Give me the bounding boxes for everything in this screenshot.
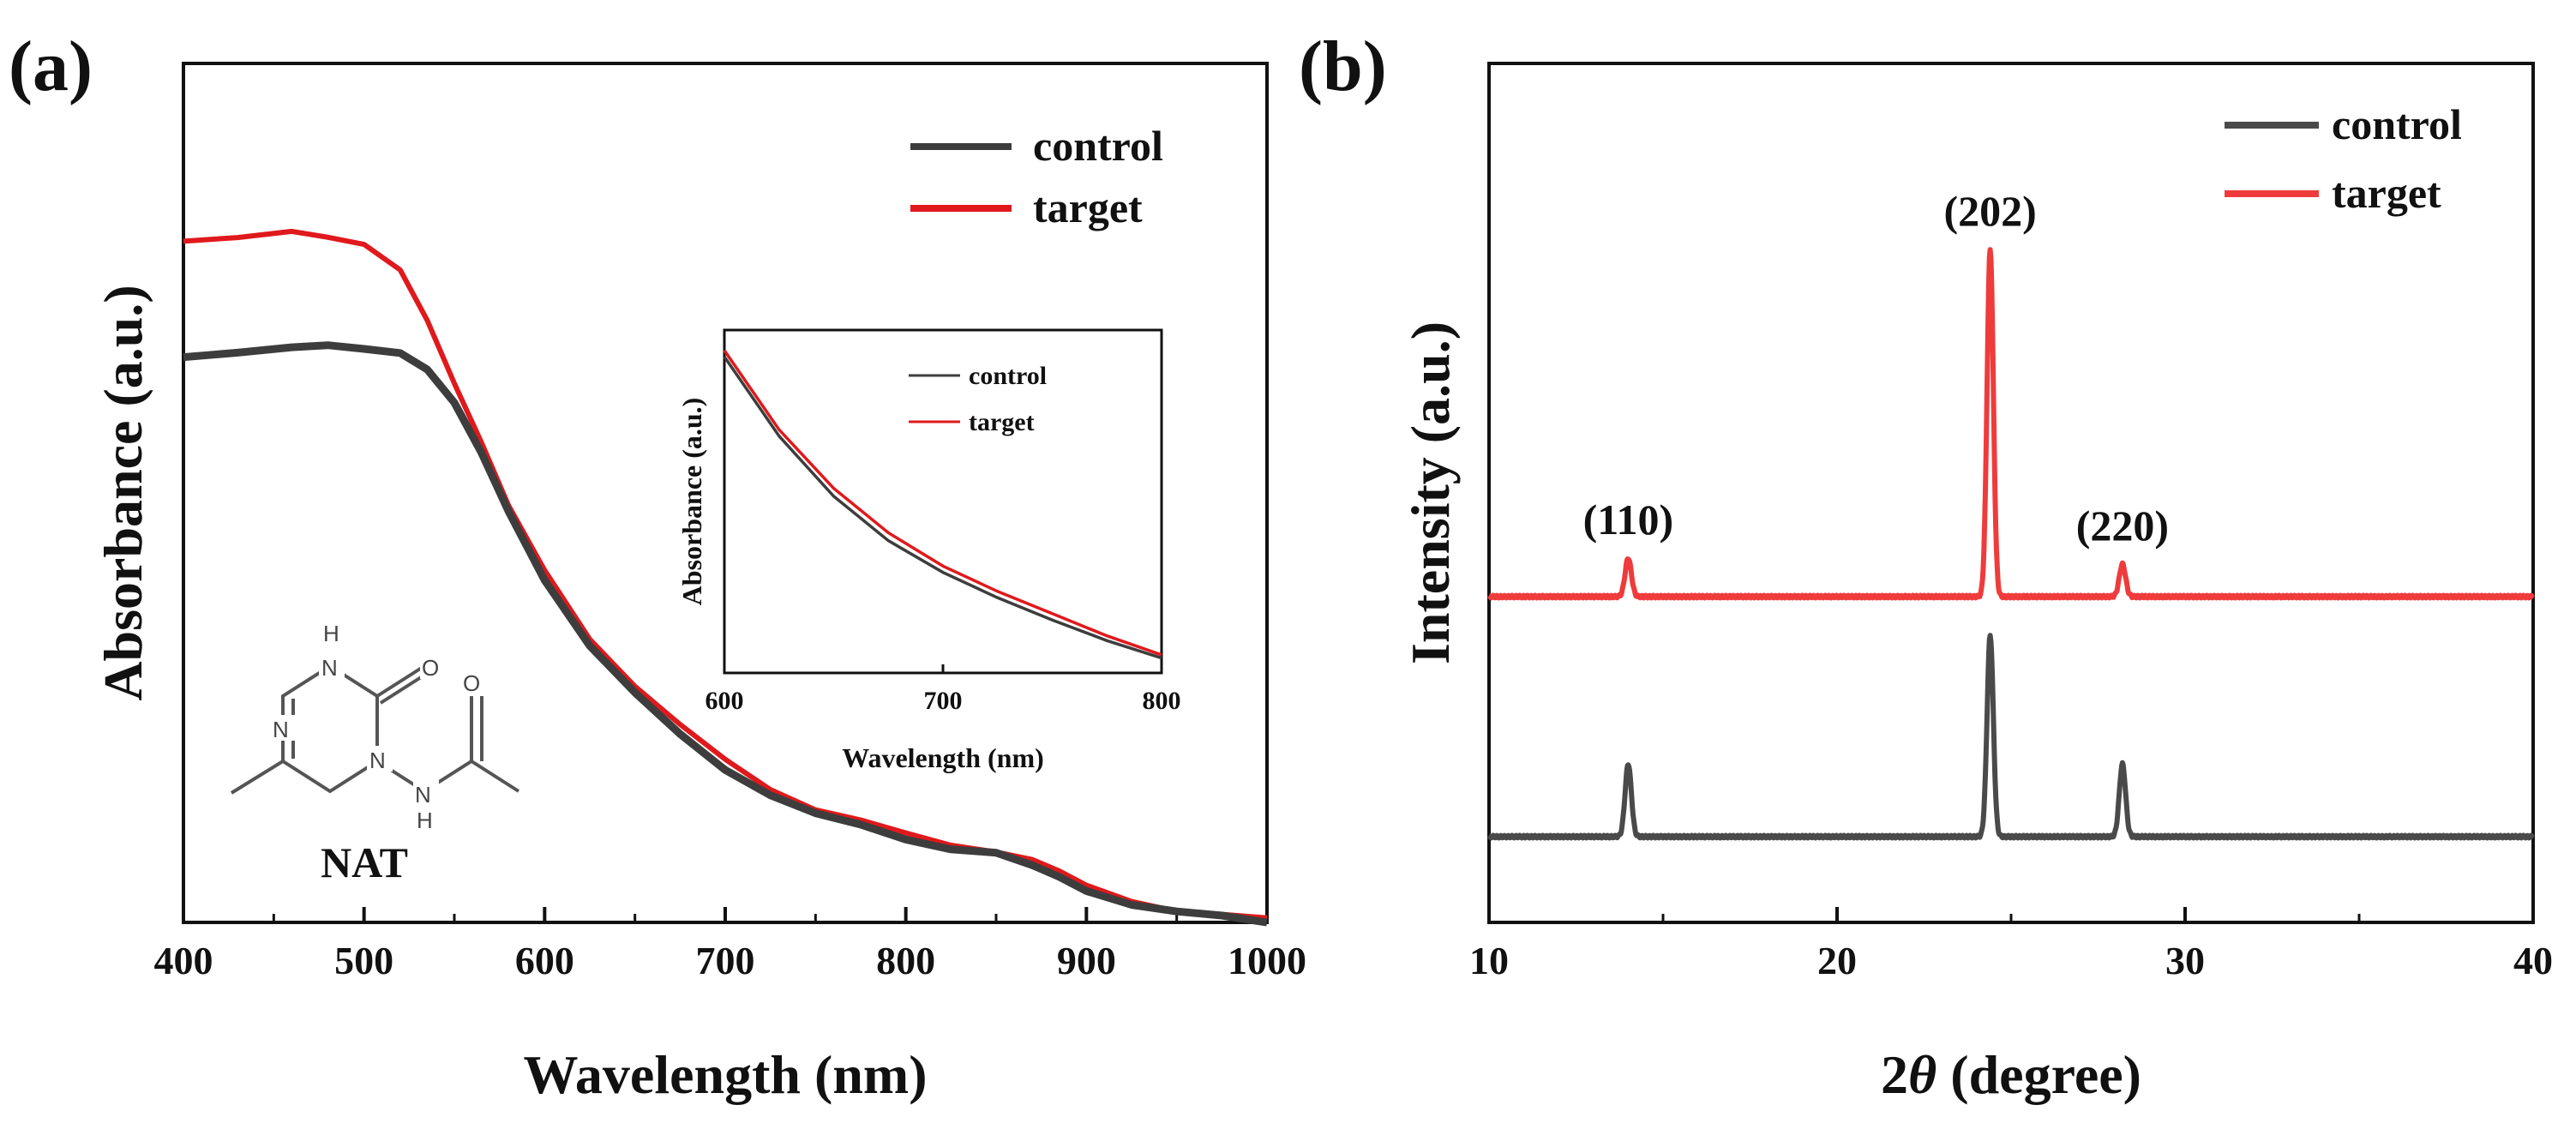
x-tick-label-a: 900 [1057, 939, 1116, 982]
y-axis-label-b: Intensity (a.u.) [1400, 321, 1461, 664]
x-tick-label-b: 20 [1817, 939, 1857, 982]
atom-o2: O [463, 670, 480, 696]
x-ticks-b: 10 20 30 40 [1469, 907, 2553, 982]
series-line-target-b [1486, 247, 2536, 601]
x-tick-label-b: 40 [2513, 939, 2553, 982]
peak-label: (110) [1583, 495, 1674, 543]
atom-h2: H [417, 808, 433, 833]
atom-n3: N [415, 782, 431, 808]
inset-legend-label-target: target [969, 408, 1035, 436]
atom-n1: N [273, 717, 289, 742]
inset-y-axis-label: Absorbance (a.u.) [676, 398, 707, 606]
x-ticks-a: 400 500 600 700 800 900 1000 [154, 907, 1306, 982]
legend-label-control-a: control [1033, 122, 1163, 170]
x-tick-label-a: 400 [154, 939, 213, 982]
x-tick-label-a: 600 [515, 939, 574, 982]
series-line-target-a [183, 228, 1268, 921]
atom-h1: H [323, 621, 339, 646]
inset-x-axis-label: Wavelength (nm) [842, 742, 1044, 773]
x-tick-label-a: 800 [876, 939, 935, 982]
series-lines-a [183, 228, 1268, 927]
peak-label: (220) [2076, 501, 2169, 549]
peak-labels-b: (110) (202) (220) [1583, 187, 2169, 549]
series-line-control-b [1486, 633, 2536, 841]
legend-label-target-b: target [2332, 169, 2441, 217]
x-tick-label-b: 30 [2165, 939, 2205, 982]
inset-content: 600 700 800 [706, 349, 1181, 715]
x-tick-label-b: 10 [1469, 939, 1509, 982]
inset-x-tick-label: 600 [706, 687, 744, 715]
atom-n-h1: N [321, 655, 338, 681]
peak-label: (202) [1943, 187, 2036, 235]
panel-label-b: (b) [1299, 27, 1387, 106]
series-lines-b [1486, 247, 2536, 841]
inset-series-line-target [723, 349, 1162, 657]
legend-label-control-b: control [2332, 100, 2462, 148]
atom-o1: O [422, 655, 439, 681]
atom-n2: N [369, 748, 386, 773]
legend-label-target-a: target [1033, 183, 1143, 231]
nat-molecule-structure: N H N O N N H O [230, 621, 520, 833]
x-tick-label-a: 1000 [1228, 939, 1306, 982]
x-axis-label-b: 2θ (degree) [1881, 1044, 2141, 1105]
inset-series-line-control [723, 356, 1162, 660]
y-axis-label-a: Absorbance (a.u.) [93, 285, 153, 700]
x-tick-label-a: 700 [696, 939, 755, 982]
x-tick-label-a: 500 [334, 939, 393, 982]
inset-legend-label-control: control [969, 362, 1047, 390]
inset-frame [723, 328, 1163, 675]
panel-label-a: (a) [9, 27, 93, 106]
x-axis-label-a: Wavelength (nm) [523, 1044, 927, 1105]
inset-x-tick-label: 700 [924, 687, 963, 715]
series-line-control-a [183, 341, 1268, 927]
molecule-label-nat: NAT [321, 838, 408, 886]
inset-x-tick-label: 800 [1143, 687, 1181, 715]
